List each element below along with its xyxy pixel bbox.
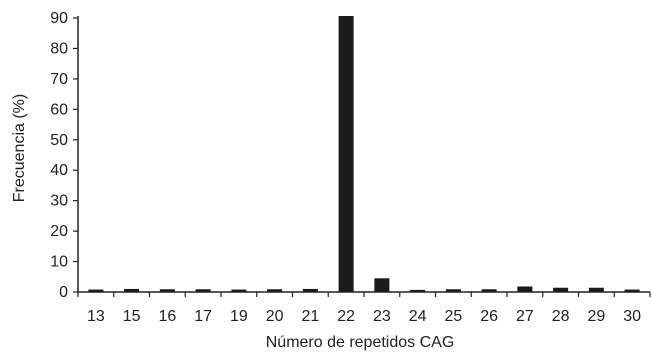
bar-27	[517, 286, 533, 292]
bar-16	[159, 289, 175, 292]
x-tick-label-26: 26	[480, 308, 498, 325]
y-tick-label-40: 40	[50, 162, 68, 179]
bar-26	[481, 289, 497, 292]
axes-group	[77, 16, 650, 293]
bar-17	[195, 289, 211, 292]
x-tick-label-24: 24	[409, 308, 427, 325]
y-tick-label-30: 30	[50, 193, 68, 210]
bar-22	[338, 16, 354, 292]
x-tick-label-28: 28	[552, 308, 570, 325]
x-tick-label-25: 25	[444, 308, 462, 325]
bar-21	[302, 288, 318, 292]
bar-25	[445, 289, 461, 292]
y-tick-label-20: 20	[50, 223, 68, 240]
x-tick-label-30: 30	[623, 308, 641, 325]
bar-30	[624, 289, 640, 292]
y-tick-label-90: 90	[50, 10, 68, 27]
bar-28	[553, 287, 569, 292]
bars-group	[88, 16, 640, 292]
y-tick-label-0: 0	[59, 284, 68, 301]
y-tick-label-50: 50	[50, 132, 68, 149]
y-tick-label-70: 70	[50, 71, 68, 88]
bar-19	[231, 289, 247, 292]
x-tick-label-27: 27	[516, 308, 534, 325]
y-tick-label-80: 80	[50, 40, 68, 57]
x-tick-label-16: 16	[158, 308, 176, 325]
ticks-group: 0 10 20 30 40 50 60 70 80 90 13 15 16 17 19 20 21 22 23 24 2…	[50, 10, 651, 325]
y-axis-title: Frecuencia (%)	[11, 94, 28, 202]
x-tick-label-15: 15	[123, 308, 141, 325]
bar-20	[267, 289, 283, 292]
x-tick-label-20: 20	[266, 308, 284, 325]
y-tick-label-60: 60	[50, 101, 68, 118]
bar-24	[410, 289, 426, 292]
bar-13	[88, 289, 104, 292]
bar-29	[588, 287, 604, 292]
bar-23	[374, 278, 390, 292]
bar-15	[124, 288, 140, 292]
x-tick-label-21: 21	[301, 308, 319, 325]
y-tick-label-10: 10	[50, 254, 68, 271]
x-axis-title: Número de repetidos CAG	[266, 334, 455, 351]
x-tick-label-29: 29	[587, 308, 605, 325]
x-tick-label-22: 22	[337, 308, 355, 325]
x-tick-label-23: 23	[373, 308, 391, 325]
x-tick-label-17: 17	[194, 308, 212, 325]
x-tick-label-13: 13	[87, 308, 105, 325]
x-tick-label-19: 19	[230, 308, 248, 325]
